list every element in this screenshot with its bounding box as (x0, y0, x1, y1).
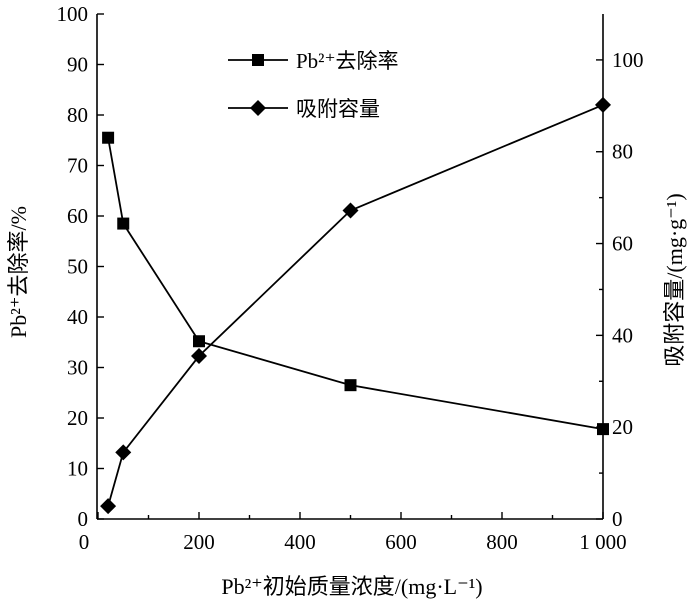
series-2-point (595, 96, 611, 113)
y-axis-title-left: Pb²⁺去除率/% (6, 206, 31, 338)
series-1-point (117, 217, 130, 230)
legend-label: 吸附容量 (296, 97, 380, 121)
series-1 (102, 131, 609, 436)
left-axis-tick-label: 80 (67, 103, 88, 127)
series-2-point (115, 444, 132, 461)
legend-label: Pb²⁺去除率 (296, 49, 399, 73)
x-axis-title: Pb²⁺初始质量浓度/(mg·L⁻¹) (221, 574, 482, 599)
series-1-point (344, 379, 357, 392)
right-axis-tick-label: 40 (612, 323, 633, 347)
legend-item-2: 吸附容量 (228, 97, 380, 121)
left-axis-tick-label: 50 (67, 255, 88, 279)
x-axis-tick-label: 200 (183, 530, 215, 554)
series-2 (100, 96, 611, 515)
x-axis-ticks: 0 200 400 600 800 1 000 (79, 512, 627, 554)
left-axis-tick-label: 40 (67, 305, 88, 329)
legend-item-1: Pb²⁺去除率 (228, 49, 399, 73)
series-1-point (597, 423, 609, 436)
right-axis-tick-label: 100 (612, 48, 644, 72)
legend-diamond-marker (250, 100, 266, 116)
left-axis-tick-label: 90 (67, 53, 88, 77)
left-axis-ticks: 0 10 20 30 40 50 60 70 80 90 100 (57, 2, 104, 531)
x-axis-tick-label: 600 (385, 530, 417, 554)
left-axis-tick-label: 70 (67, 154, 88, 178)
x-axis-tick-label: 400 (284, 530, 316, 554)
series-2-point (342, 202, 359, 219)
legend-square-marker (252, 54, 264, 66)
series-layer (100, 96, 611, 515)
left-axis-tick-label: 0 (78, 507, 89, 531)
axes (96, 14, 604, 520)
series-1-point (193, 335, 205, 348)
series-2-point (191, 348, 207, 365)
y-axis-title-right: 吸附容量/(mg·g⁻¹) (662, 193, 687, 366)
series-2-line (107, 104, 604, 507)
right-axis-ticks: 0 20 40 60 80 100 (596, 48, 644, 531)
right-axis-tick-label: 20 (612, 415, 633, 439)
x-axis-tick-label: 800 (486, 530, 518, 554)
series-2-point (100, 498, 117, 515)
x-axis-tick-label: 0 (79, 530, 90, 554)
left-axis-tick-label: 20 (67, 406, 88, 430)
left-axis-tick-label: 60 (67, 204, 88, 228)
series-1-point (102, 131, 115, 144)
right-axis-tick-label: 80 (612, 140, 633, 164)
left-axis-tick-label: 10 (67, 457, 88, 481)
right-axis-tick-label: 0 (612, 507, 623, 531)
right-axis-tick-label: 60 (612, 232, 633, 256)
x-axis-tick-label: 1 000 (579, 530, 626, 554)
left-axis-tick-label: 100 (57, 2, 89, 26)
left-axis-tick-label: 30 (67, 356, 88, 380)
